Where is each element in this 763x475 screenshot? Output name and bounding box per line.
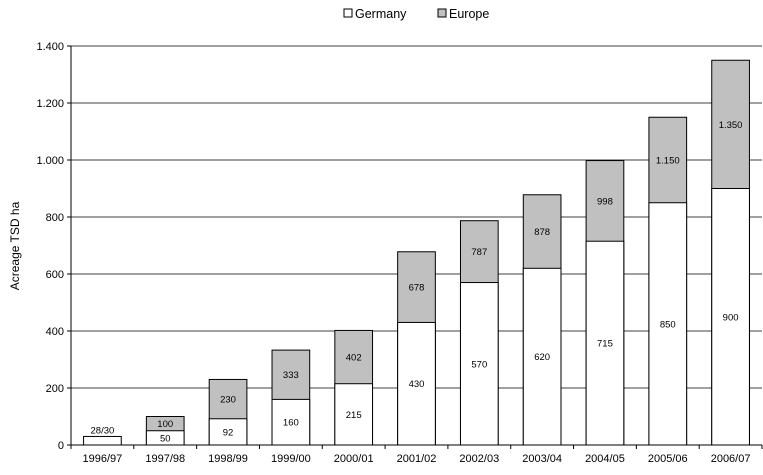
legend-swatch <box>437 8 447 18</box>
bar-germany <box>334 383 374 446</box>
y-tick-label: 1.200 <box>36 98 64 110</box>
data-label-europe: 1.350 <box>719 120 743 131</box>
bar-germany <box>522 267 562 446</box>
data-label-germany: 850 <box>660 319 676 330</box>
bar-germany <box>459 282 499 446</box>
data-label-germany: 715 <box>597 339 613 350</box>
bar-germany <box>585 240 625 446</box>
data-label-europe: 402 <box>346 353 362 364</box>
data-label-europe: 878 <box>534 227 550 238</box>
y-tick-label: 800 <box>46 212 64 224</box>
legend-swatch <box>343 8 353 18</box>
x-tick-label: 1997/98 <box>145 453 185 465</box>
y-axis: 0 200 400 600 800 1.000 1.200 1.400 <box>36 41 72 452</box>
data-label-germany: 215 <box>346 410 362 421</box>
y-tick-label: 600 <box>46 269 64 281</box>
legend-label: Germany <box>355 7 407 21</box>
x-tick-label: 2000/01 <box>334 453 374 465</box>
data-label-europe: 998 <box>597 196 613 207</box>
x-tick-label: 2006/07 <box>711 453 751 465</box>
x-tick-label: 2001/02 <box>397 453 437 465</box>
data-label-germany: 92 <box>223 427 234 438</box>
bar-germany <box>711 188 750 446</box>
data-label-europe: 787 <box>471 247 487 258</box>
data-label-germany: 620 <box>534 352 550 363</box>
y-tick-label: 1.000 <box>36 155 64 167</box>
data-label-europe: 100 <box>157 419 173 430</box>
data-label-germany: 570 <box>471 359 487 370</box>
data-label-europe: 333 <box>283 370 299 381</box>
x-tick-label: 2004/05 <box>585 453 625 465</box>
x-tick-label: 2003/04 <box>522 453 562 465</box>
data-label-europe: 678 <box>409 283 425 294</box>
x-tick-label: 2005/06 <box>648 453 688 465</box>
bar-germany <box>648 202 688 446</box>
legend-label: Europe <box>449 7 489 21</box>
data-label-germany: 50 <box>160 433 171 444</box>
x-tick-label: 1999/00 <box>271 453 311 465</box>
x-tick-label: 2002/03 <box>459 453 499 465</box>
bar-germany <box>271 398 311 446</box>
y-axis-title: Acreage TSD ha <box>8 201 22 290</box>
data-label-germany: 900 <box>723 312 739 323</box>
y-tick-label: 400 <box>46 326 64 338</box>
data-label-germany: 430 <box>409 379 425 390</box>
data-label-europe: 1.150 <box>656 156 680 167</box>
data-label-europe: 230 <box>220 395 236 406</box>
x-tick-label: 1996/97 <box>83 453 123 465</box>
x-tick-label: 1998/99 <box>208 453 248 465</box>
data-labels: 28/30 100 50 230 92 333 160 402 215 678 430 787 570 8… <box>91 120 743 445</box>
bars <box>83 59 750 446</box>
x-axis: 1996/97 1997/98 1998/99 1999/00 2000/01 2001/… <box>70 444 763 465</box>
y-tick-label: 200 <box>46 383 64 395</box>
y-tick-label: 0 <box>58 440 64 452</box>
data-label-germany: 160 <box>283 418 299 429</box>
y-tick-label: 1.400 <box>36 41 64 53</box>
legend: Germany Europe <box>343 7 489 21</box>
data-label-europe: 28/30 <box>91 425 115 436</box>
bar-europe <box>83 435 122 446</box>
